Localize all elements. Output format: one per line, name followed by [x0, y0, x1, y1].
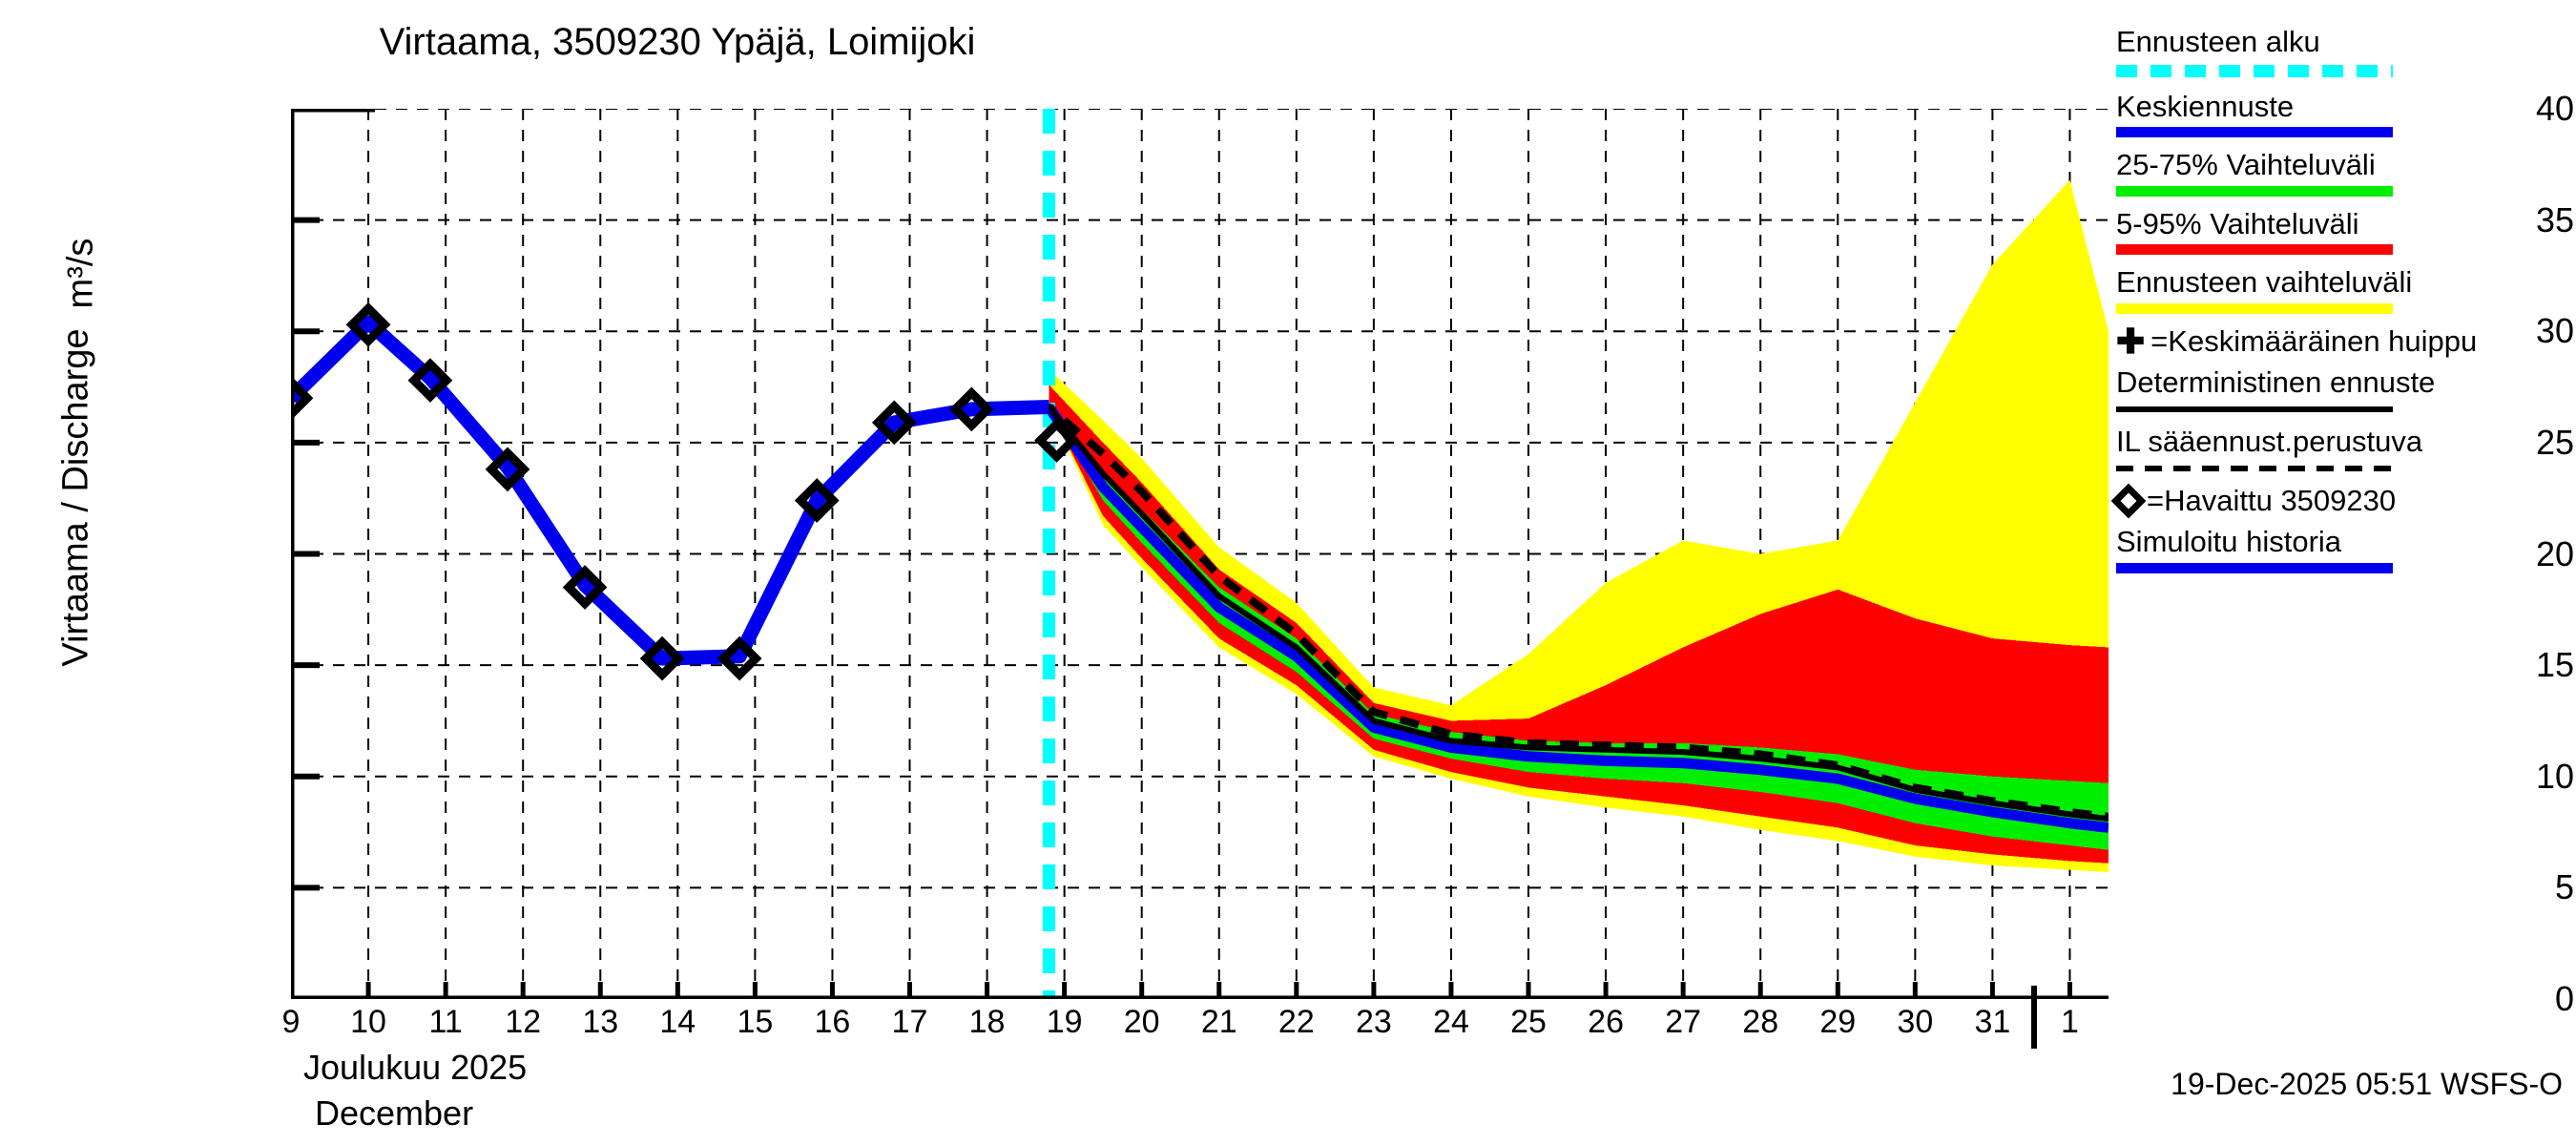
x-tick-label: 10	[350, 1004, 386, 1040]
x-tick-label: 24	[1433, 1004, 1469, 1040]
band-5-95	[1049, 385, 2109, 864]
x-tick-label: 16	[814, 1004, 851, 1040]
y-tick-label: 30	[2535, 311, 2574, 351]
month-label-en: December	[315, 1093, 474, 1133]
y-tick-label: 20	[2535, 533, 2574, 573]
x-tick-label: 27	[1665, 1004, 1702, 1040]
x-tick-label: 12	[505, 1004, 542, 1040]
observed-marker	[794, 478, 840, 523]
legend-item: 25-75% Vaihteluväli	[2116, 148, 2565, 197]
x-tick-label: 21	[1200, 1004, 1237, 1040]
y-axis-unit: m³/s	[60, 238, 101, 309]
observed-marker	[1034, 418, 1079, 463]
month-label-fi: Joulukuu 2025	[303, 1048, 528, 1087]
diamond-icon	[2110, 483, 2147, 519]
legend-item-swatch	[2116, 562, 2393, 573]
legend-item: ✚ =Keskimääräinen huippu	[2116, 324, 2565, 360]
observed-marker	[639, 635, 685, 681]
x-tick-label: 1	[2060, 1004, 2079, 1040]
legend-item: Deterministinen ennuste	[2116, 365, 2565, 413]
legend-item: Ennusteen alku	[2116, 25, 2565, 77]
legend-item-swatch	[2116, 302, 2393, 314]
page-title: Virtaama, 3509230 Ypäjä, Loimijoki	[379, 21, 976, 63]
legend-item-swatch	[2116, 64, 2393, 77]
legend-item-label: Ennusteen vaihteluväli	[2116, 265, 2413, 300]
legend-item-label: Simuloitu historia	[2116, 525, 2342, 559]
legend-item-swatch	[2116, 244, 2393, 256]
x-tick-label: 17	[891, 1004, 928, 1040]
x-tick-label: 11	[428, 1004, 463, 1040]
observed-marker	[717, 635, 762, 681]
legend-item-label: 5-95% Vaihteluväli	[2116, 206, 2359, 240]
x-tick-label: 31	[1974, 1004, 2011, 1040]
x-tick-label: 23	[1355, 1004, 1392, 1040]
x-tick-label: 18	[968, 1004, 1006, 1040]
legend-item-label: =Keskimääräinen huippu	[2150, 323, 2478, 358]
y-tick-label: 10	[2535, 756, 2574, 796]
x-tick-label: 29	[1819, 1004, 1857, 1040]
legend-item-label: 25-75% Vaihteluväli	[2116, 148, 2376, 182]
y-tick-label: 35	[2535, 199, 2574, 239]
legend-item-label: Deterministinen ennuste	[2116, 365, 2436, 400]
y-axis-label: Virtaama / Discharge	[55, 328, 96, 667]
observed-marker	[407, 358, 453, 403]
legend-item-swatch	[2116, 127, 2393, 138]
chart-svg	[268, 105, 2109, 1003]
legend-item-swatch	[2116, 185, 2393, 197]
legend-item-label: =Havaittu 3509230	[2147, 483, 2397, 517]
x-tick-label: 20	[1123, 1004, 1160, 1040]
plus-icon: ✚	[2116, 322, 2146, 362]
x-tick-label: 9	[281, 1004, 301, 1040]
legend-item: IL sääennust.perustuva	[2116, 425, 2565, 471]
x-tick-label: 26	[1588, 1004, 1624, 1040]
y-tick-label: 25	[2535, 422, 2574, 462]
observed-marker	[948, 386, 994, 432]
legend-item: =Havaittu 3509230	[2110, 483, 2565, 519]
y-tick-label: 0	[2554, 979, 2574, 1018]
legend-item: Keskiennuste	[2116, 90, 2565, 138]
y-tick-label: 15	[2535, 645, 2574, 685]
legend-item: 5-95% Vaihteluväli	[2116, 207, 2565, 256]
observed-marker	[345, 302, 391, 347]
legend-item: Simuloitu historia	[2116, 525, 2565, 573]
x-tick-label: 15	[737, 1004, 774, 1040]
x-tick-label: 25	[1510, 1004, 1547, 1040]
x-tick-label: 13	[582, 1004, 619, 1040]
legend-item-swatch	[2116, 465, 2393, 471]
legend-item-swatch	[2116, 406, 2393, 413]
month-separator-drop	[2030, 986, 2037, 1049]
y-tick-label: 40	[2535, 89, 2574, 128]
x-tick-label: 14	[659, 1004, 696, 1040]
legend-item-label: IL sääennust.perustuva	[2116, 425, 2423, 459]
timestamp-label: 19-Dec-2025 05:51 WSFS-O	[2171, 1067, 2563, 1101]
observed-marker	[485, 447, 530, 492]
observed-marker	[562, 565, 608, 610]
legend-item: Ennusteen vaihteluväli	[2116, 265, 2565, 314]
il-weather-forecast-line	[971, 403, 2109, 821]
x-tick-label: 28	[1742, 1004, 1779, 1040]
observed-marker	[871, 400, 917, 446]
x-tick-label: 19	[1046, 1004, 1083, 1040]
x-tick-label: 30	[1897, 1004, 1934, 1040]
x-tick-label: 22	[1278, 1004, 1315, 1040]
plot-area	[268, 105, 2109, 1003]
legend-item-label: Keskiennuste	[2116, 89, 2295, 123]
chart-legend: Ennusteen alku Keskiennuste 25-75% Vaihtel…	[2110, 25, 2565, 584]
legend-item-label: Ennusteen alku	[2116, 25, 2320, 58]
y-tick-label: 5	[2554, 867, 2574, 907]
median-forecast-line	[1044, 404, 2109, 833]
simulated-history-line	[285, 315, 1049, 666]
